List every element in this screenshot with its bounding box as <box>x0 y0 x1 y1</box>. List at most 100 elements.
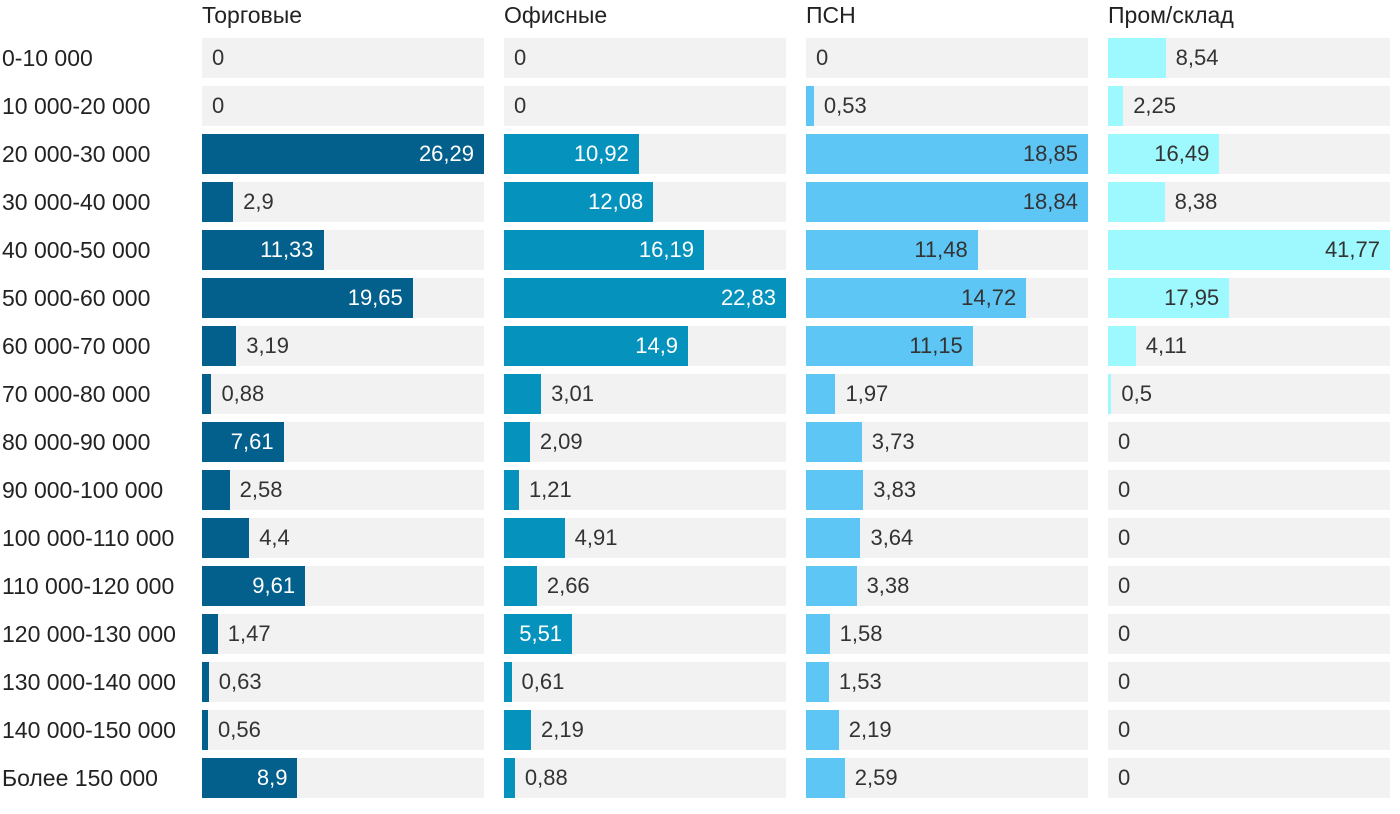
column-header: Торговые <box>202 2 303 28</box>
bar <box>202 134 484 174</box>
bar-track: 8,38 <box>1108 182 1390 222</box>
row-label: 0-10 000 <box>2 45 93 71</box>
bar-track: 0 <box>504 38 786 78</box>
data-label: 1,47 <box>227 621 271 646</box>
bar <box>504 614 573 654</box>
data-label: 1,21 <box>528 477 572 502</box>
data-label: 16,19 <box>638 237 694 262</box>
bar <box>504 182 654 222</box>
data-label: 12,08 <box>588 189 644 214</box>
bar <box>202 374 212 414</box>
bar-track: 0,88 <box>202 374 484 414</box>
bar <box>202 278 413 318</box>
bar-track: 4,11 <box>1108 326 1390 366</box>
column-header: Пром/склад <box>1108 2 1234 28</box>
bar-track: 0,88 <box>504 758 786 798</box>
bar-track: 3,83 <box>806 470 1088 510</box>
data-label: 26,29 <box>418 141 474 166</box>
bar <box>806 422 862 462</box>
bar <box>1108 38 1166 78</box>
bar-track: 18,85 <box>806 134 1088 174</box>
bar-track: 1,53 <box>806 662 1088 702</box>
bar <box>806 182 1088 222</box>
data-label: 9,61 <box>252 573 296 598</box>
bar-track: 3,64 <box>806 518 1088 558</box>
bar-track: 18,84 <box>806 182 1088 222</box>
bar-track: 0 <box>202 38 484 78</box>
bar <box>202 230 324 270</box>
row-label: 20 000-30 000 <box>2 141 151 167</box>
row-label: 130 000-140 000 <box>2 669 176 695</box>
bar-track: 8,54 <box>1108 38 1390 78</box>
bar-track: 11,33 <box>202 230 484 270</box>
data-label: 0 <box>514 45 527 70</box>
bar <box>806 134 1088 174</box>
data-label: 22,83 <box>720 285 776 310</box>
bar-track: 0,63 <box>202 662 484 702</box>
bar <box>806 614 830 654</box>
bar-track: 8,9 <box>202 758 484 798</box>
bar-track: 2,25 <box>1108 86 1390 126</box>
bar-track: 1,21 <box>504 470 786 510</box>
bar-track: 19,65 <box>202 278 484 318</box>
data-label: 0 <box>1118 717 1131 742</box>
bar <box>1108 326 1136 366</box>
data-label: 4,11 <box>1145 333 1187 358</box>
data-label: 5,51 <box>519 621 563 646</box>
row-label: 100 000-110 000 <box>2 525 175 551</box>
bar-track: 17,95 <box>1108 278 1390 318</box>
bar-track: 14,72 <box>806 278 1088 318</box>
data-label: 0,56 <box>218 717 261 742</box>
bar-track: 2,59 <box>806 758 1088 798</box>
bar <box>202 182 234 222</box>
bar <box>202 710 208 750</box>
data-label: 11,33 <box>260 237 314 262</box>
row-label: 10 000-20 000 <box>2 93 151 119</box>
data-label: 2,9 <box>243 189 274 214</box>
bar <box>504 518 565 558</box>
data-label: 2,58 <box>239 477 283 502</box>
bar <box>1108 182 1165 222</box>
bar <box>806 326 973 366</box>
bar-track: 3,01 <box>504 374 786 414</box>
bar <box>1108 278 1230 318</box>
bar-track: 0 <box>504 86 786 126</box>
bar-track: 0,5 <box>1108 374 1390 414</box>
bar-track: 3,73 <box>806 422 1088 462</box>
bar-track: 5,51 <box>504 614 786 654</box>
data-label: 1,97 <box>845 381 889 406</box>
bar-track: 2,66 <box>504 566 786 606</box>
bar <box>504 134 639 174</box>
bar <box>202 470 230 510</box>
bar <box>202 662 209 702</box>
data-label: 7,61 <box>230 429 274 454</box>
bar-track: 0 <box>202 86 484 126</box>
bar-track: 22,83 <box>504 278 786 318</box>
data-label: 3,83 <box>873 477 917 502</box>
data-label: 0,53 <box>823 93 867 118</box>
bar-track: 0 <box>1108 710 1390 750</box>
data-label: 3,19 <box>246 333 290 358</box>
bar-track: 16,19 <box>504 230 786 270</box>
bar-track: 0 <box>1108 518 1390 558</box>
bar-track: 12,08 <box>504 182 786 222</box>
bar <box>806 470 864 510</box>
bar-track: 4,91 <box>504 518 786 558</box>
bar <box>202 614 218 654</box>
data-label: 2,09 <box>539 429 583 454</box>
data-label: 0 <box>514 93 527 118</box>
bar-track: 1,58 <box>806 614 1088 654</box>
bar <box>504 662 512 702</box>
bar <box>504 374 542 414</box>
bar <box>806 86 814 126</box>
bar <box>202 326 237 366</box>
row-label: 120 000-130 000 <box>2 621 176 647</box>
bar-track: 0 <box>1108 422 1390 462</box>
bar-track: 3,19 <box>202 326 484 366</box>
data-label: 2,19 <box>848 717 892 742</box>
data-label: 18,84 <box>1022 189 1078 214</box>
data-label: 10,92 <box>573 141 629 166</box>
bar-track: 16,49 <box>1108 134 1390 174</box>
bar <box>1108 230 1390 270</box>
